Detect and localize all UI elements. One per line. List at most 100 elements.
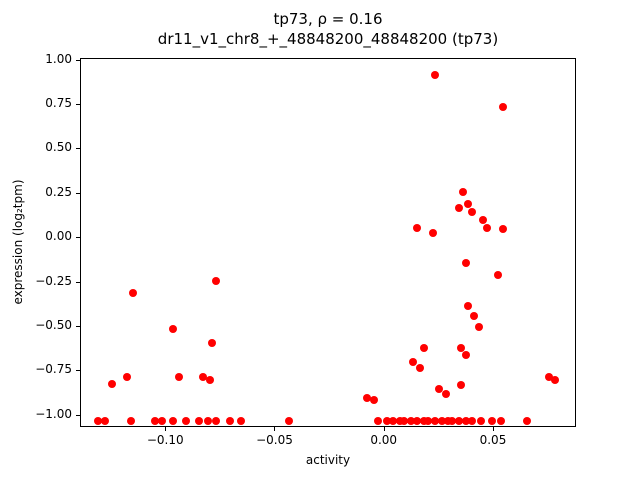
scatter-point: [470, 312, 479, 321]
scatter-point: [424, 416, 433, 425]
x-tick-mark: [383, 427, 385, 431]
chart-subtitle: dr11_v1_chr8_+_48848200_48848200 (tp73): [157, 30, 499, 48]
scatter-point: [409, 358, 418, 367]
scatter-point: [461, 416, 470, 425]
scatter-point: [363, 393, 372, 402]
scatter-point: [107, 379, 116, 388]
y-tick-mark: [76, 370, 80, 372]
scatter-point: [474, 322, 483, 331]
scatter-point: [483, 223, 492, 232]
scatter-point: [461, 351, 470, 360]
x-tick-label: −0.05: [256, 433, 293, 447]
scatter-point: [194, 416, 203, 425]
scatter-point: [437, 416, 446, 425]
y-tick-mark: [76, 325, 80, 327]
y-tick-label: 0.25: [45, 184, 72, 199]
scatter-point: [284, 416, 293, 425]
y-tick-label: 0.00: [45, 229, 72, 244]
scatter-point: [406, 416, 415, 425]
scatter-point: [168, 416, 177, 425]
scatter-point: [181, 416, 190, 425]
scatter-point: [476, 416, 485, 425]
scatter-point: [374, 416, 383, 425]
scatter-point: [94, 416, 103, 425]
x-tick-mark: [492, 427, 494, 431]
x-tick-label: 0.05: [479, 433, 507, 447]
scatter-point: [457, 344, 466, 353]
scatter-point: [430, 70, 439, 79]
y-tick-mark: [76, 414, 80, 416]
scatter-point: [396, 416, 404, 425]
scatter-point: [175, 372, 184, 381]
scatter-point: [420, 344, 429, 353]
scatter-point: [168, 324, 177, 333]
scatter-point: [122, 372, 131, 381]
scatter-point: [463, 200, 472, 209]
scatter-point: [448, 416, 457, 425]
scatter-point: [461, 259, 470, 267]
x-tick-label: −0.10: [146, 433, 184, 447]
scatter-point: [487, 416, 496, 425]
scatter-point: [455, 204, 463, 213]
y-tick-mark: [76, 148, 80, 150]
scatter-point: [455, 416, 463, 425]
y-tick-label: 0.75: [45, 96, 72, 111]
y-tick-label: 0.50: [45, 140, 72, 155]
y-tick-label: −0.25: [35, 273, 72, 288]
scatter-point: [212, 416, 221, 425]
scatter-point: [544, 372, 553, 381]
y-tick-mark: [76, 59, 80, 61]
scatter-point: [129, 289, 138, 298]
scatter-point: [522, 416, 531, 425]
scatter-point: [101, 416, 110, 425]
y-tick-mark: [76, 192, 80, 194]
scatter-point: [157, 416, 166, 425]
scatter-point: [382, 416, 391, 425]
scatter-point: [151, 416, 160, 425]
x-tick-label: 0.00: [370, 433, 398, 447]
scatter-point: [498, 102, 507, 111]
x-tick-mark: [165, 427, 167, 431]
y-axis-label: expression (log₂tpm): [11, 179, 25, 305]
scatter-point: [498, 225, 507, 234]
scatter-point: [369, 395, 378, 404]
scatter-point: [236, 416, 245, 425]
scatter-point: [479, 216, 488, 225]
scatter-point: [127, 416, 136, 425]
scatter-point: [430, 416, 439, 425]
scatter-point: [428, 228, 437, 237]
y-tick-mark: [76, 104, 80, 106]
scatter-point: [208, 338, 217, 347]
y-tick-label: −0.75: [35, 362, 72, 377]
y-tick-label: 1.00: [45, 51, 72, 66]
scatter-point: [494, 271, 503, 280]
scatter-point: [457, 381, 466, 390]
x-axis-label: activity: [305, 453, 351, 467]
y-tick-mark: [76, 237, 80, 239]
scatter-point: [225, 416, 234, 425]
scatter-point: [468, 416, 477, 425]
y-tick-label: −1.00: [35, 406, 72, 421]
scatter-point: [203, 416, 212, 425]
scatter-point: [389, 416, 398, 425]
scatter-point: [199, 372, 208, 381]
scatter-point: [400, 416, 409, 425]
scatter-point: [413, 223, 422, 232]
scatter-point: [468, 207, 477, 216]
scatter-point: [420, 416, 429, 425]
chart-title: tp73, ρ = 0.16: [273, 10, 383, 28]
scatter-point: [415, 363, 424, 372]
scatter-point: [551, 376, 560, 385]
y-tick-label: −0.50: [35, 317, 72, 332]
x-tick-mark: [274, 427, 276, 431]
scatter-point: [459, 188, 468, 197]
y-tick-mark: [76, 281, 80, 283]
scatter-point: [444, 416, 453, 425]
scatter-point: [463, 301, 472, 310]
plot-area: [80, 58, 576, 427]
scatter-point: [496, 416, 505, 425]
scatter-point: [212, 276, 221, 285]
scatter-point: [435, 384, 444, 393]
scatter-point: [441, 390, 450, 399]
